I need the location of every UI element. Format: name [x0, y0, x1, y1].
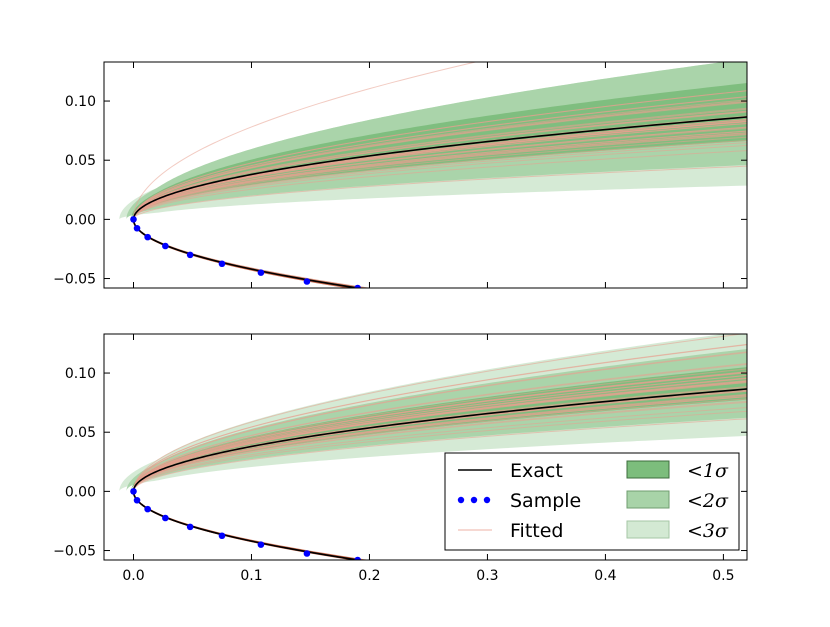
sample-point [187, 252, 194, 259]
sample-point [130, 216, 137, 223]
x-tick-label: 0.5 [712, 568, 734, 584]
x-tick-label: 0.4 [594, 568, 616, 584]
sample-point [219, 532, 226, 539]
legend-sample-marker [484, 497, 490, 503]
bottom-chart-panel: −0.05 0.00 0.05 0.10 0.0 0.1 0.2 0.3 0.4 0.5 Exac… [53, 319, 830, 614]
x-tick-label: 0.2 [358, 568, 380, 584]
y-tick-label: 0.00 [65, 484, 96, 500]
y-tick-label: 0.10 [65, 366, 96, 382]
sample-point [144, 234, 151, 241]
fitted-curve-lower [134, 219, 830, 341]
x-tick-label: 0.3 [476, 568, 498, 584]
legend-sample-marker [458, 497, 464, 503]
sample-point [304, 278, 311, 285]
legend: Exact Sample Fitted <1σ <2σ <3σ [445, 453, 739, 550]
sample-point [187, 524, 194, 531]
y-tick-label: 0.00 [65, 212, 96, 228]
fitted-curve-lower [134, 219, 830, 341]
x-tick-label: 0.0 [122, 568, 144, 584]
top-plot-area [119, 0, 830, 343]
fitted-curve-lower [134, 219, 830, 341]
sample-point [258, 541, 265, 548]
y-tick-label: −0.05 [53, 544, 96, 560]
sample-point [134, 497, 141, 504]
legend-sigma3-swatch [627, 521, 669, 538]
sample-point [130, 488, 137, 495]
legend-exact-label: Exact [510, 460, 563, 482]
legend-sample-marker [471, 497, 477, 503]
sample-point [162, 515, 169, 522]
sample-point [162, 243, 169, 250]
legend-sigma2-swatch [627, 491, 669, 508]
x-tick-label: 0.1 [240, 568, 262, 584]
sample-point [144, 506, 151, 513]
sample-point [219, 260, 226, 267]
fitted-curve-lower [134, 219, 830, 342]
fitted-curve-lower [134, 219, 830, 341]
legend-fitted-label: Fitted [510, 520, 563, 542]
legend-sample-label: Sample [510, 490, 581, 512]
y-tick-label: 0.05 [65, 425, 96, 441]
y-tick-label: 0.05 [65, 153, 96, 169]
legend-sigma1-label: <1σ [687, 460, 729, 482]
top-chart-panel: −0.05 0.00 0.05 0.10 [53, 0, 830, 343]
fitted-curve-lower [134, 219, 830, 343]
sample-point [134, 225, 141, 232]
y-tick-label: −0.05 [53, 272, 96, 288]
fitted-curve-lower [134, 219, 830, 342]
fitted-curve-lower [134, 219, 830, 341]
legend-sigma2-label: <2σ [687, 490, 729, 512]
fitted-curve-lower [134, 219, 830, 341]
fitted-curve-lower [134, 219, 830, 339]
sample-point [304, 550, 311, 557]
legend-sigma3-label: <3σ [687, 520, 729, 542]
y-tick-label: 0.10 [65, 94, 96, 110]
sample-point [258, 269, 265, 276]
fitted-curve-lower [134, 219, 830, 340]
legend-sigma1-swatch [627, 461, 669, 478]
exact-curve-lower [134, 219, 830, 341]
fitted-curve-lower [134, 219, 830, 343]
